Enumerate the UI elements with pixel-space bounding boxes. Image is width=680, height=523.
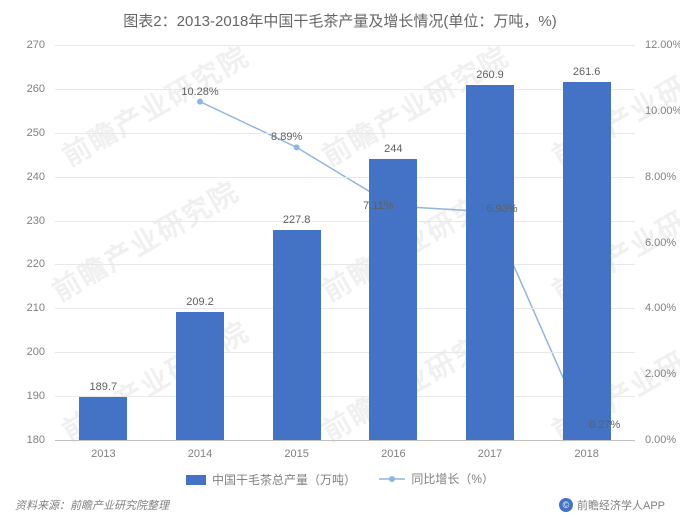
- bar-value-label: 244: [384, 143, 402, 155]
- bar: 261.6: [563, 82, 611, 440]
- line-svg: [55, 45, 635, 440]
- gridline: [55, 45, 635, 46]
- x-label: 2017: [478, 448, 502, 460]
- gridline: [55, 264, 635, 265]
- line-value-label: 6.93%: [486, 203, 517, 215]
- brand-text: 前瞻经济学人APP: [577, 497, 665, 513]
- bar: 227.8: [273, 230, 321, 440]
- plot-area: 1801902002102202302402502602700.00%2.00%…: [55, 45, 635, 441]
- chart-container: 前瞻产业研究院前瞻产业研究院前瞻产业研究院前瞻产业研究院前瞻产业研究院前瞻产业研…: [0, 0, 680, 523]
- gridline: [55, 308, 635, 309]
- y-left-label: 270: [10, 39, 45, 51]
- x-label: 2014: [188, 448, 212, 460]
- y-left-label: 260: [10, 83, 45, 95]
- bar-value-label: 261.6: [573, 66, 601, 78]
- brand-icon: ©: [559, 498, 573, 512]
- line-marker: [197, 99, 203, 105]
- y-left-label: 230: [10, 215, 45, 227]
- line-value-label: 10.28%: [181, 86, 218, 98]
- y-right-label: 4.00%: [645, 302, 680, 314]
- x-label: 2013: [91, 448, 115, 460]
- x-label: 2015: [284, 448, 308, 460]
- line-value-label: 0.27%: [589, 419, 620, 431]
- gridline: [55, 177, 635, 178]
- x-label: 2016: [381, 448, 405, 460]
- line-marker: [294, 144, 300, 150]
- gridline: [55, 89, 635, 90]
- line-value-label: 8.89%: [271, 131, 302, 143]
- source-text: 资料来源：前瞻产业研究院整理: [15, 497, 169, 513]
- gridline: [55, 221, 635, 222]
- legend: 中国干毛茶总产量（万吨） 同比增长（%）: [0, 470, 680, 488]
- bar-value-label: 227.8: [283, 214, 311, 226]
- bar-value-label: 209.2: [186, 296, 214, 308]
- bar: 260.9: [466, 85, 514, 440]
- bar-swatch-icon: [186, 475, 206, 485]
- y-right-label: 6.00%: [645, 237, 680, 249]
- legend-line: 同比增长（%）: [379, 470, 494, 487]
- y-left-label: 240: [10, 171, 45, 183]
- y-right-label: 0.00%: [645, 434, 680, 446]
- line-swatch-icon: [379, 473, 405, 485]
- bar: 209.2: [176, 312, 224, 440]
- y-right-label: 8.00%: [645, 171, 680, 183]
- legend-bar-label: 中国干毛茶总产量（万吨）: [212, 471, 356, 488]
- y-right-label: 10.00%: [645, 105, 680, 117]
- legend-line-label: 同比增长（%）: [411, 470, 494, 487]
- y-left-label: 190: [10, 390, 45, 402]
- gridline: [55, 396, 635, 397]
- chart-title: 图表2：2013-2018年中国干毛茶产量及增长情况(单位：万吨，%): [0, 10, 680, 31]
- gridline: [55, 352, 635, 353]
- legend-bar: 中国干毛茶总产量（万吨）: [186, 471, 356, 488]
- bar: 189.7: [79, 397, 127, 440]
- y-right-label: 2.00%: [645, 368, 680, 380]
- y-left-label: 210: [10, 302, 45, 314]
- brand: © 前瞻经济学人APP: [559, 497, 665, 513]
- bar-value-label: 189.7: [90, 381, 118, 393]
- y-left-label: 200: [10, 346, 45, 358]
- y-right-label: 12.00%: [645, 39, 680, 51]
- gridline: [55, 133, 635, 134]
- x-label: 2018: [574, 448, 598, 460]
- y-left-label: 250: [10, 127, 45, 139]
- bar-value-label: 260.9: [476, 69, 504, 81]
- y-left-label: 180: [10, 434, 45, 446]
- y-left-label: 220: [10, 258, 45, 270]
- line-value-label: 7.11%: [363, 200, 393, 212]
